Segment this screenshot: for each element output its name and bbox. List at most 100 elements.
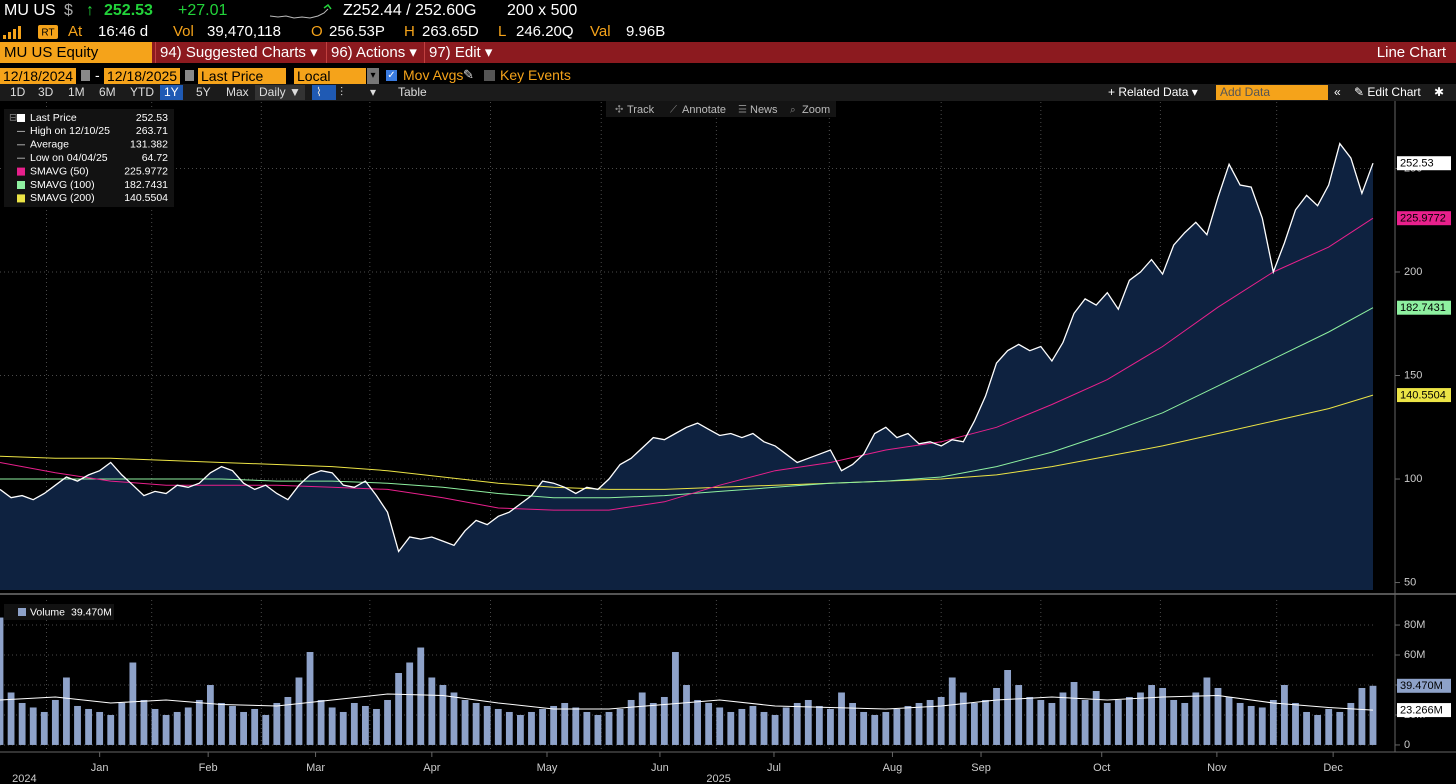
bar-icon[interactable]: ⫶ xyxy=(340,85,344,99)
edit-chart[interactable]: ✎ Edit Chart xyxy=(1354,85,1421,99)
range-button[interactable]: 3D xyxy=(38,85,54,99)
svg-text:RT: RT xyxy=(41,28,54,39)
tool-button[interactable]: Track xyxy=(627,104,655,116)
stat-label: O xyxy=(311,23,323,40)
volume-bar xyxy=(705,702,713,745)
y-tick-label: 80M xyxy=(1404,619,1425,631)
checkbox[interactable] xyxy=(484,70,495,81)
volume-bar xyxy=(317,699,325,745)
volume-bar xyxy=(860,711,868,745)
legend-swatch xyxy=(18,608,26,616)
related-data[interactable]: + Related Data ▾ xyxy=(1108,85,1198,99)
mov-avgs-toggle[interactable]: Mov Avgs xyxy=(403,67,464,83)
volume-bar xyxy=(638,692,646,745)
calendar-icon[interactable] xyxy=(81,70,90,81)
volume-bar xyxy=(1070,681,1078,745)
menu-actions[interactable]: 96) Actions ▾ xyxy=(326,42,421,63)
price-line xyxy=(0,142,1374,553)
stat-label: H xyxy=(404,23,415,40)
last-value-tag-background xyxy=(1397,388,1451,403)
frequency-selector[interactable]: Daily ▼ xyxy=(255,85,305,100)
x-tick-label: Oct xyxy=(1093,762,1110,774)
volume-bar xyxy=(428,677,436,745)
volume-bar xyxy=(882,711,890,745)
volume-bar xyxy=(749,705,757,745)
range-button[interactable]: YTD xyxy=(130,85,154,99)
volume-bar xyxy=(195,699,203,745)
volume-bar xyxy=(1048,702,1056,745)
axis-background xyxy=(1373,101,1456,752)
volume-bar xyxy=(1159,687,1167,745)
volume-bar xyxy=(1269,699,1277,745)
stat-label: At xyxy=(68,23,83,40)
stat-label: L xyxy=(498,23,507,40)
tool-button[interactable]: News xyxy=(750,104,778,116)
calendar-icon[interactable] xyxy=(185,70,194,81)
y-tick-label: 60M xyxy=(1404,649,1425,661)
volume-bar xyxy=(373,708,380,745)
volume-bar xyxy=(970,702,978,745)
add-data-field[interactable]: Add Data xyxy=(1216,85,1328,100)
menu-suggested-charts[interactable]: 94) Suggested Charts ▾ xyxy=(155,42,322,63)
menu-label: 94) Suggested Charts xyxy=(160,44,306,61)
volume-bar xyxy=(572,707,580,745)
currency: $ xyxy=(64,2,73,19)
tool-button[interactable]: Zoom xyxy=(802,104,830,116)
menu-edit[interactable]: 97) Edit ▾ xyxy=(424,42,495,63)
volume-bar xyxy=(1015,684,1023,745)
stat-value: 246.20Q xyxy=(516,23,574,40)
sparkline xyxy=(269,4,332,19)
table-button[interactable]: Table xyxy=(398,85,427,99)
volume-bar xyxy=(815,705,823,745)
range-button[interactable]: 1M xyxy=(68,85,85,99)
range-button[interactable]: 1Y xyxy=(160,85,183,100)
volume-bar xyxy=(660,696,668,745)
legend-label: SMAVG (100) xyxy=(30,179,95,191)
legend-label: SMAVG (50) xyxy=(30,165,89,177)
range-button[interactable]: 1D xyxy=(10,85,26,99)
volume-bar xyxy=(1314,714,1322,745)
edit-icon[interactable]: ✎ xyxy=(463,67,474,82)
line-icon[interactable]: ⌇ xyxy=(312,85,336,100)
volume-bar xyxy=(649,702,657,745)
volume-bar xyxy=(361,705,369,745)
dropdown[interactable]: ▾ xyxy=(370,85,377,99)
volume-bar xyxy=(96,711,104,745)
dropdown[interactable]: ▾ xyxy=(367,68,379,84)
volume-bar xyxy=(1236,702,1244,745)
x-tick-label: Mar xyxy=(306,762,325,774)
menu-bar: MU US Equity 94) Suggested Charts ▾ 96) … xyxy=(0,42,1456,63)
checkbox[interactable]: ✓ xyxy=(386,70,397,81)
volume-bar xyxy=(517,714,524,745)
security-field[interactable]: MU US Equity xyxy=(0,42,152,63)
tool-button[interactable]: Annotate xyxy=(682,104,726,116)
last-value-tag: 252.53 xyxy=(1400,158,1434,170)
volume-bar xyxy=(384,699,391,745)
end-date[interactable]: 12/18/2025 xyxy=(104,68,181,84)
settings-icon[interactable]: ✱ xyxy=(1434,85,1445,99)
volume-bar xyxy=(672,652,679,745)
legend-box xyxy=(4,109,174,207)
volume-bar xyxy=(594,714,602,745)
range-button[interactable]: 5Y xyxy=(196,85,211,99)
last-value-tag: 140.5504 xyxy=(1400,389,1446,401)
last-value-tag: 225.9772 xyxy=(1400,213,1446,225)
volume-bar xyxy=(395,673,403,745)
key-events-toggle[interactable]: Key Events xyxy=(500,67,571,83)
volume-bar xyxy=(439,684,447,745)
start-date[interactable]: 12/18/2024 xyxy=(0,68,77,84)
up-arrow: ↑ xyxy=(86,2,94,19)
volume-bar xyxy=(0,617,4,745)
collapse-icon[interactable]: « xyxy=(1334,85,1341,99)
volume-bar xyxy=(51,699,59,745)
field-selector[interactable]: Last Price xyxy=(198,68,286,84)
ticker: MU US xyxy=(4,2,56,19)
volume-bar xyxy=(1247,705,1255,745)
last-value-tag: 23.266M xyxy=(1400,704,1443,716)
range-button[interactable]: 6M xyxy=(99,85,116,99)
volume-bar xyxy=(129,662,137,745)
stat-value: 16:46 d xyxy=(98,23,149,40)
range-button[interactable]: Max xyxy=(226,85,249,99)
last-value-tag-background xyxy=(1397,678,1451,693)
